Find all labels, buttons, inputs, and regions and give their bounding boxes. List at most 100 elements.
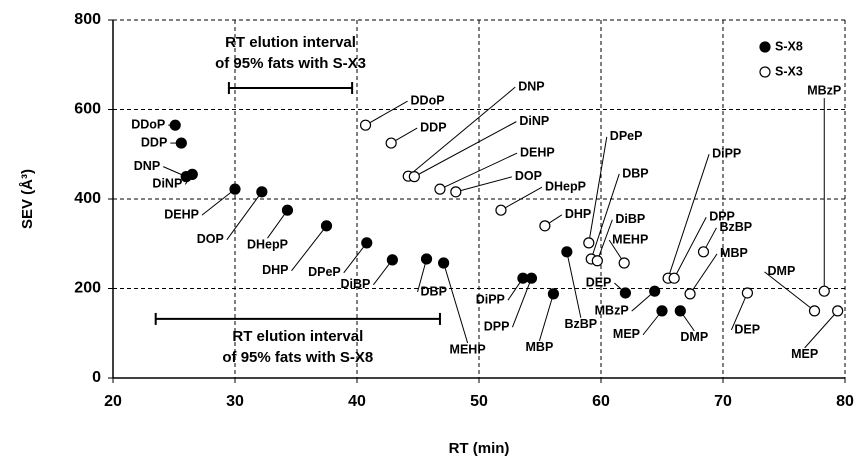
point <box>619 287 632 299</box>
point <box>591 255 603 267</box>
point-label: DPP <box>709 210 735 224</box>
leader-line <box>673 216 707 279</box>
point-label: DiNP <box>519 114 549 128</box>
leader-line <box>538 293 554 342</box>
point <box>832 305 844 317</box>
point-label: DBP <box>421 284 447 298</box>
point-label: DHepP <box>247 237 288 251</box>
leader-line <box>511 278 532 328</box>
point <box>668 272 680 284</box>
leader-line <box>226 191 263 241</box>
point-label: DiNP <box>152 177 182 191</box>
leader-line <box>407 86 516 177</box>
y-tick-label: 800 <box>74 11 101 28</box>
y-tick-label: 600 <box>74 101 101 118</box>
point-label: MBzP <box>595 303 629 317</box>
point-label: DPeP <box>610 129 643 143</box>
leader-line <box>566 251 582 318</box>
point <box>495 204 507 216</box>
x-tick-label: 20 <box>104 393 122 410</box>
y-tick-label: 400 <box>74 190 101 207</box>
point-label: DiPP <box>476 293 505 307</box>
point-label: DBP <box>622 166 648 180</box>
leader-line <box>439 152 518 190</box>
point-label: DMP <box>768 264 796 278</box>
leader-line <box>596 219 613 261</box>
point <box>547 288 560 300</box>
point <box>818 285 830 297</box>
point-label: MBzP <box>807 83 841 97</box>
point-label: DOP <box>197 232 224 246</box>
point <box>561 246 573 258</box>
legend-label: S-X3 <box>775 64 803 78</box>
x-tick-label: 60 <box>592 393 610 410</box>
point <box>741 287 754 299</box>
point <box>684 288 696 300</box>
point <box>539 220 551 232</box>
x-tick-label: 80 <box>836 393 854 410</box>
point <box>169 119 181 131</box>
leader-line <box>590 173 620 260</box>
point-label: DPeP <box>308 265 341 279</box>
point <box>229 183 241 195</box>
leader-line <box>455 176 512 193</box>
point <box>175 137 187 149</box>
point-label: DPP <box>484 320 510 334</box>
point <box>434 183 446 195</box>
leader-line <box>365 100 408 126</box>
point-label: MEHP <box>612 232 648 246</box>
point <box>649 285 661 297</box>
leader-line <box>588 136 608 243</box>
point <box>656 305 668 317</box>
point-label: MEP <box>613 327 640 341</box>
point <box>808 305 821 317</box>
point-label: DHP <box>565 207 591 221</box>
point-label: DEHP <box>164 207 199 221</box>
point <box>386 254 398 266</box>
leader-line <box>417 258 428 293</box>
point <box>361 237 373 249</box>
annotation-text: RT elution interval <box>232 328 363 345</box>
point <box>186 168 198 180</box>
point <box>583 237 595 249</box>
leader-line <box>730 292 748 331</box>
leader-line <box>414 121 517 178</box>
x-axis-title: RT (min) <box>449 440 510 457</box>
point-label: DEP <box>586 275 612 289</box>
point-label: DiBP <box>341 277 371 291</box>
point <box>320 220 333 232</box>
point-label: DHP <box>262 263 288 277</box>
point-label: MEP <box>791 347 818 361</box>
point-label: DNP <box>134 159 160 173</box>
leader-line <box>201 188 236 216</box>
point <box>618 257 630 269</box>
x-tick-label: 40 <box>348 393 366 410</box>
point <box>281 204 294 216</box>
legend-marker <box>759 41 771 53</box>
point <box>385 137 397 149</box>
leader-line <box>667 154 710 279</box>
leader-line <box>267 209 288 239</box>
leader-line <box>291 225 327 272</box>
x-tick-label: 30 <box>226 393 244 410</box>
point <box>697 246 710 258</box>
point-label: DDoP <box>411 93 445 107</box>
leader-line <box>689 253 718 295</box>
legend-label: S-X8 <box>775 39 803 53</box>
leader-line <box>764 271 815 312</box>
point <box>450 186 462 198</box>
point-label: DDP <box>141 135 167 149</box>
leader-line <box>343 242 368 274</box>
leader-line <box>443 262 469 344</box>
annotation-text: RT elution interval <box>225 34 356 51</box>
point-label: DHepP <box>545 179 586 193</box>
point-label: DiPP <box>712 147 741 161</box>
point-label: DEP <box>734 322 760 336</box>
y-tick-label: 0 <box>92 369 101 386</box>
point-label: MEHP <box>450 342 486 356</box>
point <box>525 272 538 284</box>
point <box>408 171 420 183</box>
leader-line <box>804 310 839 349</box>
leader-line <box>500 186 543 211</box>
